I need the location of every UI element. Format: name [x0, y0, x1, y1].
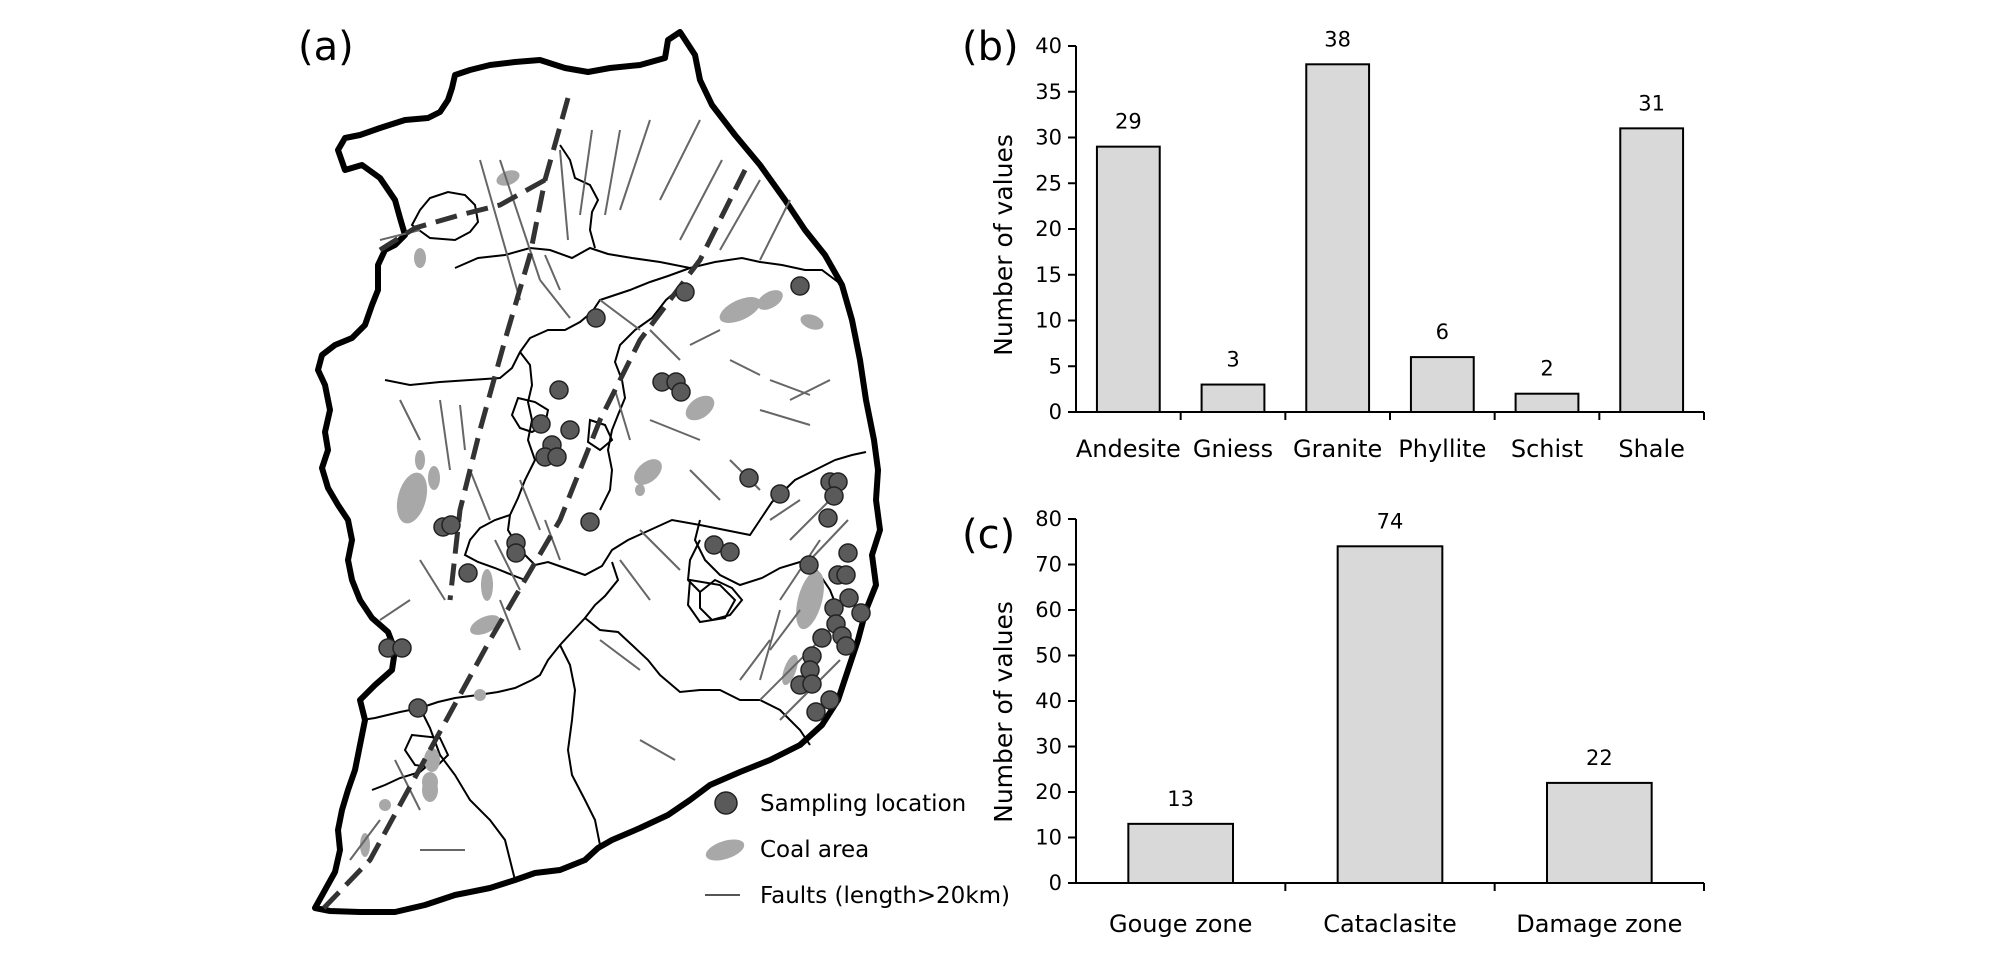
map-panel-label: (a)	[298, 24, 354, 70]
y-tick-label: 40	[1035, 689, 1062, 713]
bar-phyllite	[1409, 356, 1475, 414]
bar-schist	[1514, 392, 1580, 414]
y-tick-label: 0	[1049, 400, 1062, 424]
data-label: 6	[1436, 320, 1449, 344]
category-label: Shale	[1618, 435, 1685, 463]
bar-gouge-zone	[1127, 822, 1235, 884]
legend-coal-symbol	[705, 839, 745, 861]
category-label: Gouge zone	[1109, 910, 1252, 938]
bar-andesite	[1095, 145, 1161, 413]
category-label: Schist	[1511, 435, 1583, 463]
sampling-locations	[378, 276, 871, 722]
y-tick-label: 5	[1049, 354, 1062, 378]
y-tick-label: 40	[1035, 34, 1062, 58]
category-label: Gniess	[1193, 435, 1273, 463]
y-tick-label: 0	[1049, 871, 1062, 895]
category-label: Andesite	[1076, 435, 1181, 463]
chart-c-panel-label: (c)	[962, 512, 1015, 558]
data-label: 13	[1167, 787, 1194, 811]
bar-gniess	[1200, 383, 1266, 413]
bar-granite	[1305, 63, 1371, 414]
y-tick-label: 20	[1035, 780, 1062, 804]
category-label: Cataclasite	[1323, 910, 1457, 938]
map-outline	[312, 29, 883, 915]
y-tick-label: 15	[1035, 263, 1062, 287]
chart-b-panel-label: (b)	[962, 24, 1019, 70]
legend-fault-label: Faults (length>20km)	[760, 883, 1010, 909]
map-panel: (a)	[298, 24, 1010, 915]
y-tick-label: 10	[1035, 309, 1062, 333]
bar-cataclasite	[1336, 545, 1444, 884]
data-label: 3	[1226, 348, 1239, 372]
data-label: 2	[1540, 357, 1553, 381]
legend-sampling-label: Sampling location	[760, 791, 966, 817]
y-tick-label: 35	[1035, 80, 1062, 104]
map-legend: Sampling location Coal area Faults (leng…	[705, 791, 1010, 909]
bar-damage-zone	[1546, 781, 1653, 885]
y-tick-label: 60	[1035, 598, 1062, 622]
legend-sampling-symbol	[714, 791, 738, 815]
y-tick-label: 50	[1035, 644, 1062, 668]
data-label: 29	[1115, 110, 1142, 134]
data-label: 38	[1324, 27, 1351, 51]
y-tick-label: 25	[1035, 171, 1062, 195]
category-label: Granite	[1293, 435, 1382, 463]
y-tick-label: 70	[1035, 553, 1062, 577]
chart-b: (b) Number of values 0 5 10 15 20 25 30 35 40 29 A…	[962, 24, 1705, 463]
data-label: 31	[1638, 91, 1665, 115]
y-tick-label: 30	[1035, 735, 1062, 759]
bar-shale	[1619, 127, 1685, 413]
category-label: Damage zone	[1516, 910, 1682, 938]
chart-c-y-axis-label: Number of values	[989, 601, 1018, 823]
data-label: 74	[1377, 509, 1404, 533]
y-tick-label: 30	[1035, 126, 1062, 150]
y-tick-label: 20	[1035, 217, 1062, 241]
legend-coal-label: Coal area	[760, 837, 869, 863]
coal-areas	[360, 170, 824, 857]
y-tick-label: 80	[1035, 507, 1062, 531]
chart-b-y-axis-label: Number of values	[989, 134, 1018, 356]
y-tick-label: 10	[1035, 826, 1062, 850]
chart-c: (c) Number of values 0 10 20 30 40 50 60 70 80 13…	[962, 507, 1705, 938]
data-label: 22	[1586, 746, 1613, 770]
category-label: Phyllite	[1398, 435, 1486, 463]
